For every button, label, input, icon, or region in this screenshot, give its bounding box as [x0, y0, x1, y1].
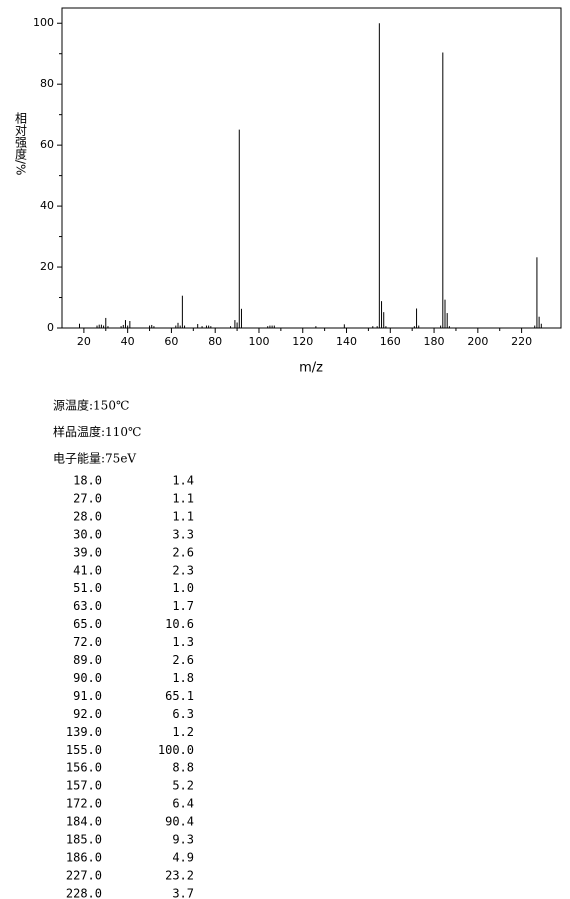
mz-cell: 72.0 [73, 635, 102, 649]
y-tick-label: 100 [33, 16, 54, 29]
intensity-cell: 6.3 [172, 707, 194, 721]
mz-cell: 27.0 [73, 491, 102, 505]
intensity-cell: 10.6 [165, 617, 194, 631]
intensity-cell: 1.1 [172, 509, 194, 523]
intensity-cell: 100.0 [158, 743, 194, 757]
mz-cell: 18.0 [73, 474, 102, 488]
x-tick-label: 40 [121, 335, 135, 348]
mz-cell: 63.0 [73, 599, 102, 613]
mz-cell: 172.0 [66, 797, 102, 811]
x-tick-label: 80 [208, 335, 222, 348]
x-tick-label: 140 [336, 335, 357, 348]
intensity-cell: 3.7 [172, 886, 194, 899]
intensity-cell: 1.2 [172, 725, 194, 739]
intensity-cell: 1.7 [172, 599, 194, 613]
mz-cell: 91.0 [73, 689, 102, 703]
intensity-cell: 4.9 [172, 850, 194, 864]
intensity-cell: 1.8 [172, 671, 194, 685]
y-tick-label: 60 [40, 138, 54, 151]
intensity-cell: 1.4 [172, 474, 194, 488]
mz-cell: 39.0 [73, 545, 102, 559]
mz-cell: 157.0 [66, 779, 102, 793]
mz-cell: 139.0 [66, 725, 102, 739]
mz-cell: 41.0 [73, 563, 102, 577]
mz-cell: 65.0 [73, 617, 102, 631]
mz-cell: 185.0 [66, 833, 102, 847]
mz-cell: 51.0 [73, 581, 102, 595]
mz-cell: 156.0 [66, 761, 102, 775]
intensity-cell: 1.1 [172, 491, 194, 505]
condition: 电子能量:75eV [53, 452, 136, 466]
mz-cell: 186.0 [66, 850, 102, 864]
intensity-cell: 5.2 [172, 779, 194, 793]
intensity-cell: 65.1 [165, 689, 194, 703]
y-tick-label: 0 [47, 321, 54, 334]
mz-cell: 30.0 [73, 527, 102, 541]
mz-cell: 227.0 [66, 868, 102, 882]
intensity-cell: 1.3 [172, 635, 194, 649]
mz-cell: 228.0 [66, 886, 102, 899]
x-axis-label: m/z [299, 361, 323, 376]
mz-cell: 184.0 [66, 815, 102, 829]
x-tick-label: 60 [164, 335, 178, 348]
mz-cell: 155.0 [66, 743, 102, 757]
x-tick-label: 220 [511, 335, 532, 348]
mz-cell: 92.0 [73, 707, 102, 721]
x-tick-label: 100 [248, 335, 269, 348]
x-tick-label: 200 [467, 335, 488, 348]
intensity-cell: 3.3 [172, 527, 194, 541]
intensity-cell: 23.2 [165, 868, 194, 882]
mz-cell: 90.0 [73, 671, 102, 685]
intensity-cell: 8.8 [172, 761, 194, 775]
intensity-cell: 2.6 [172, 653, 194, 667]
y-axis-label: 相对强度/% [14, 112, 28, 176]
intensity-cell: 2.3 [172, 563, 194, 577]
x-tick-label: 120 [292, 335, 313, 348]
condition: 样品温度:110℃ [53, 424, 141, 439]
x-tick-label: 180 [424, 335, 445, 348]
y-tick-label: 20 [40, 260, 54, 273]
intensity-cell: 90.4 [165, 815, 194, 829]
intensity-cell: 2.6 [172, 545, 194, 559]
intensity-cell: 6.4 [172, 797, 194, 811]
plot-frame [61, 7, 562, 329]
intensity-cell: 9.3 [172, 833, 194, 847]
condition: 源温度:150℃ [53, 398, 129, 413]
x-tick-label: 160 [380, 335, 401, 348]
y-tick-label: 40 [40, 199, 54, 212]
y-tick-label: 80 [40, 77, 54, 90]
mz-cell: 89.0 [73, 653, 102, 667]
mz-cell: 28.0 [73, 509, 102, 523]
x-tick-label: 20 [77, 335, 91, 348]
intensity-cell: 1.0 [172, 581, 194, 595]
